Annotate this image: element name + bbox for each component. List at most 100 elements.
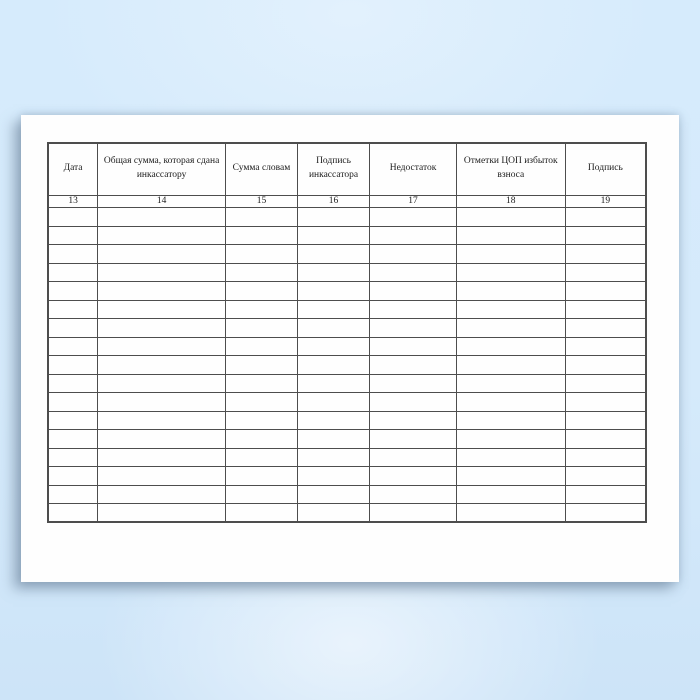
empty-cell bbox=[369, 355, 457, 375]
empty-cell bbox=[564, 244, 647, 264]
empty-cell bbox=[455, 318, 566, 338]
empty-cell bbox=[564, 299, 647, 319]
empty-cell bbox=[225, 373, 298, 393]
empty-cell bbox=[296, 466, 371, 486]
empty-row bbox=[47, 392, 647, 412]
empty-cell bbox=[369, 484, 457, 504]
empty-cell bbox=[296, 207, 371, 227]
empty-cell bbox=[47, 410, 99, 430]
empty-row bbox=[47, 225, 647, 245]
empty-cell bbox=[296, 318, 371, 338]
empty-cell bbox=[455, 225, 566, 245]
empty-cell bbox=[97, 355, 227, 375]
empty-cell bbox=[564, 466, 647, 486]
empty-cell bbox=[47, 355, 99, 375]
empty-cell bbox=[97, 336, 227, 356]
empty-cell bbox=[47, 244, 99, 264]
empty-cell bbox=[455, 207, 566, 227]
empty-cell bbox=[225, 262, 298, 282]
empty-cell bbox=[369, 207, 457, 227]
column-number-cell: 14 bbox=[97, 194, 227, 208]
empty-cell bbox=[225, 336, 298, 356]
empty-row bbox=[47, 429, 647, 449]
empty-row bbox=[47, 318, 647, 338]
empty-cell bbox=[296, 447, 371, 467]
empty-cell bbox=[564, 392, 647, 412]
paper-sheet: Дата Общая сумма, которая сдана инкассато… bbox=[21, 115, 679, 582]
empty-cell bbox=[564, 262, 647, 282]
header-cell: Подпись инкассатора bbox=[296, 142, 371, 196]
empty-cell bbox=[296, 410, 371, 430]
empty-cell bbox=[369, 244, 457, 264]
empty-row bbox=[47, 355, 647, 375]
form-table-body: Дата Общая сумма, которая сдана инкассато… bbox=[47, 142, 647, 523]
empty-cell bbox=[225, 318, 298, 338]
empty-cell bbox=[369, 447, 457, 467]
empty-cell bbox=[225, 207, 298, 227]
empty-row bbox=[47, 410, 647, 430]
empty-row bbox=[47, 207, 647, 227]
empty-cell bbox=[564, 447, 647, 467]
empty-cell bbox=[97, 503, 227, 523]
empty-cell bbox=[97, 447, 227, 467]
empty-cell bbox=[369, 373, 457, 393]
empty-cell bbox=[225, 244, 298, 264]
empty-cell bbox=[296, 299, 371, 319]
empty-cell bbox=[369, 225, 457, 245]
empty-cell bbox=[564, 429, 647, 449]
empty-cell bbox=[564, 336, 647, 356]
empty-cell bbox=[564, 207, 647, 227]
empty-row bbox=[47, 336, 647, 356]
empty-cell bbox=[47, 299, 99, 319]
empty-cell bbox=[225, 225, 298, 245]
empty-row bbox=[47, 466, 647, 486]
empty-cell bbox=[47, 318, 99, 338]
empty-cell bbox=[564, 410, 647, 430]
column-number-cell: 17 bbox=[369, 194, 457, 208]
empty-cell bbox=[47, 484, 99, 504]
empty-cell bbox=[97, 392, 227, 412]
empty-cell bbox=[296, 262, 371, 282]
empty-cell bbox=[455, 429, 566, 449]
empty-cell bbox=[97, 244, 227, 264]
empty-cell bbox=[455, 503, 566, 523]
header-cell: Подпись bbox=[564, 142, 647, 196]
header-cell: Сумма словам bbox=[225, 142, 298, 196]
empty-cell bbox=[47, 373, 99, 393]
empty-cell bbox=[47, 207, 99, 227]
empty-cell bbox=[47, 392, 99, 412]
empty-cell bbox=[369, 281, 457, 301]
empty-cell bbox=[455, 244, 566, 264]
empty-cell bbox=[225, 429, 298, 449]
empty-row bbox=[47, 503, 647, 523]
empty-cell bbox=[97, 373, 227, 393]
empty-cell bbox=[455, 410, 566, 430]
column-number-cell: 15 bbox=[225, 194, 298, 208]
empty-cell bbox=[225, 410, 298, 430]
empty-cell bbox=[225, 484, 298, 504]
empty-cell bbox=[455, 336, 566, 356]
empty-cell bbox=[564, 503, 647, 523]
empty-cell bbox=[47, 503, 99, 523]
empty-cell bbox=[455, 299, 566, 319]
empty-cell bbox=[455, 281, 566, 301]
empty-cell bbox=[97, 429, 227, 449]
empty-row bbox=[47, 373, 647, 393]
header-cell: Общая сумма, которая сдана инкассатору bbox=[97, 142, 227, 196]
empty-cell bbox=[369, 466, 457, 486]
empty-cell bbox=[296, 429, 371, 449]
empty-cell bbox=[47, 262, 99, 282]
empty-cell bbox=[455, 392, 566, 412]
empty-row bbox=[47, 244, 647, 264]
empty-cell bbox=[97, 281, 227, 301]
empty-cell bbox=[47, 447, 99, 467]
empty-cell bbox=[97, 207, 227, 227]
empty-cell bbox=[296, 225, 371, 245]
empty-cell bbox=[369, 429, 457, 449]
header-cell: Дата bbox=[47, 142, 99, 196]
empty-cell bbox=[97, 262, 227, 282]
empty-cell bbox=[455, 466, 566, 486]
empty-cell bbox=[564, 318, 647, 338]
empty-cell bbox=[97, 225, 227, 245]
empty-cell bbox=[455, 484, 566, 504]
